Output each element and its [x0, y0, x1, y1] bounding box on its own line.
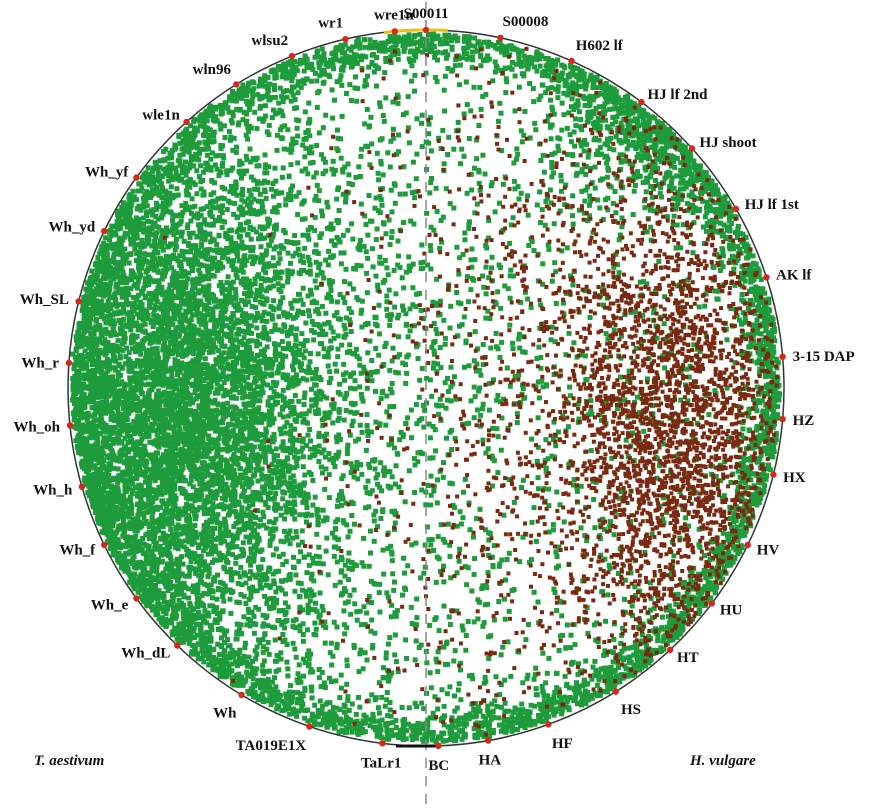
- library-marker: [485, 737, 492, 744]
- library-marker: [497, 34, 504, 41]
- library-marker: [101, 541, 108, 549]
- library-label: Wh: [213, 705, 237, 721]
- library-label: S00011: [403, 6, 448, 22]
- library-marker: [183, 118, 190, 126]
- library-marker: [233, 81, 240, 88]
- library-label: TaLr1: [361, 755, 401, 771]
- library-marker: [612, 688, 619, 695]
- library-marker: [75, 298, 82, 305]
- library-label: S00008: [503, 14, 549, 30]
- library-label: HZ: [793, 413, 815, 429]
- library-marker: [435, 742, 442, 749]
- library-marker: [342, 36, 349, 43]
- barley-sequence-points: [162, 46, 779, 737]
- library-marker: [306, 723, 313, 730]
- library-marker: [101, 227, 108, 235]
- library-marker: [779, 416, 786, 423]
- library-marker: [779, 353, 786, 360]
- library-label: TA019E1X: [236, 738, 307, 754]
- library-label: Wh_dL: [121, 646, 170, 662]
- ring-accent-arc: [383, 28, 449, 34]
- library-marker: [568, 57, 575, 65]
- wheat-sequence-points: [70, 31, 783, 745]
- library-marker: [238, 691, 245, 699]
- library-label: HF: [552, 736, 573, 752]
- library-label: HS: [621, 702, 641, 718]
- library-marker: [638, 98, 645, 106]
- library-marker: [667, 646, 674, 653]
- library-marker: [174, 642, 181, 649]
- library-label: HJ shoot: [700, 135, 757, 151]
- library-label: Wh_h: [33, 482, 73, 498]
- library-label: HT: [677, 650, 699, 666]
- library-marker: [288, 52, 296, 60]
- library-marker: [744, 541, 751, 549]
- library-labels: S00011 S00008 H602 lf HJ lf 2nd HJ shoot HJ l…: [13, 6, 854, 774]
- library-marker: [688, 145, 696, 152]
- library-marker: [133, 174, 140, 181]
- library-label: HU: [720, 603, 743, 619]
- library-label: Wh_f: [59, 542, 96, 558]
- library-label: H602 lf: [576, 38, 624, 54]
- library-label: Wh_e: [91, 597, 129, 613]
- library-label: HJ lf 2nd: [648, 87, 709, 103]
- library-label: 3-15 DAP: [793, 349, 855, 365]
- library-label: wr1: [318, 15, 343, 31]
- library-label: Wh_r: [21, 355, 59, 371]
- library-label: Wh_SL: [20, 292, 69, 308]
- library-label: wlsu2: [251, 33, 288, 49]
- library-label: Wh_yd: [49, 220, 96, 236]
- library-marker: [422, 26, 430, 34]
- library-label: Wh_oh: [13, 420, 60, 436]
- library-marker: [391, 28, 398, 35]
- library-label: HA: [479, 752, 502, 768]
- library-marker: [545, 721, 552, 728]
- library-label: HX: [783, 470, 806, 486]
- library-label: HJ lf 1st: [745, 197, 799, 213]
- library-marker: [133, 595, 140, 602]
- library-label: wln96: [193, 62, 232, 78]
- library-marker: [65, 359, 73, 367]
- library-marker: [770, 471, 777, 478]
- species-label-right: H. vulgare: [689, 753, 756, 769]
- library-label: wre1n: [374, 7, 414, 23]
- species-label-left: T. aestivum: [34, 753, 104, 769]
- library-label: wle1n: [142, 108, 180, 124]
- library-marker: [732, 205, 740, 213]
- library-label: AK lf: [776, 267, 812, 283]
- library-label: HV: [757, 542, 780, 558]
- library-label: Wh_yf: [85, 165, 129, 181]
- library-label: BC: [428, 758, 449, 774]
- library-marker: [708, 600, 716, 607]
- library-marker: [66, 422, 74, 429]
- library-marker: [379, 740, 386, 747]
- library-marker: [78, 483, 86, 490]
- library-marker: [763, 274, 770, 281]
